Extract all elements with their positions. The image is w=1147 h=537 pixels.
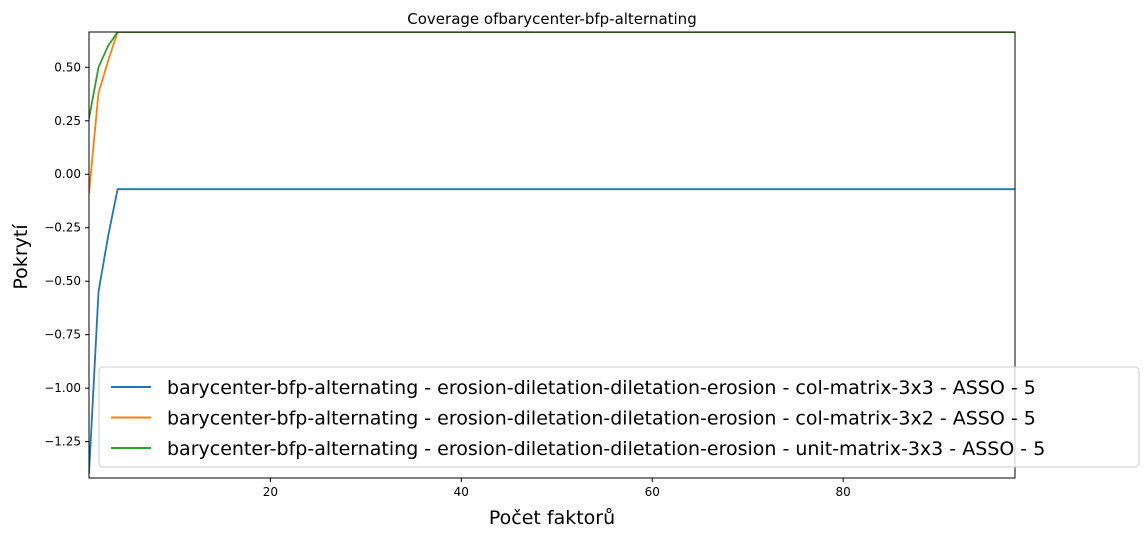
- y-axis: 0.50 0.25 0.00 −0.25 −0.50 −0.75 −1.00 −1.25: [44, 60, 89, 449]
- y-tick-label: −1.25: [44, 435, 81, 449]
- legend-label-3: barycenter-bfp-alternating - erosion-dil…: [167, 438, 1045, 460]
- y-tick-label: −0.50: [44, 274, 81, 288]
- series-line-1: [89, 188, 1015, 474]
- x-tick-label: 40: [454, 485, 469, 499]
- y-tick-label: −1.00: [44, 381, 81, 395]
- y-axis-label: Pokrytí: [10, 224, 32, 290]
- legend-label-2: barycenter-bfp-alternating - erosion-dil…: [167, 408, 1036, 430]
- axes-frame: [88, 31, 1016, 479]
- y-tick-label: −0.25: [44, 221, 81, 235]
- x-tick-label: 60: [645, 485, 660, 499]
- series-line-3: [89, 32, 1015, 119]
- x-tick-label: 20: [263, 485, 278, 499]
- legend: barycenter-bfp-alternating - erosion-dil…: [98, 366, 1140, 468]
- y-tick-label: −0.75: [44, 328, 81, 342]
- y-tick-label: 0.00: [54, 167, 81, 181]
- legend-box: [98, 366, 1140, 468]
- x-axis: 20 40 60 80: [263, 478, 851, 499]
- y-tick-label: 0.25: [54, 114, 81, 128]
- x-tick-label: 80: [836, 485, 851, 499]
- legend-label-1: barycenter-bfp-alternating - erosion-dil…: [167, 377, 1036, 399]
- series-line-2: [89, 32, 1015, 194]
- y-tick-label: 0.50: [54, 60, 81, 74]
- chart-title: Coverage ofbarycenter-bfp-alternating: [407, 10, 696, 28]
- x-axis-label: Počet faktorů: [489, 507, 615, 529]
- plot-area: [89, 32, 1015, 474]
